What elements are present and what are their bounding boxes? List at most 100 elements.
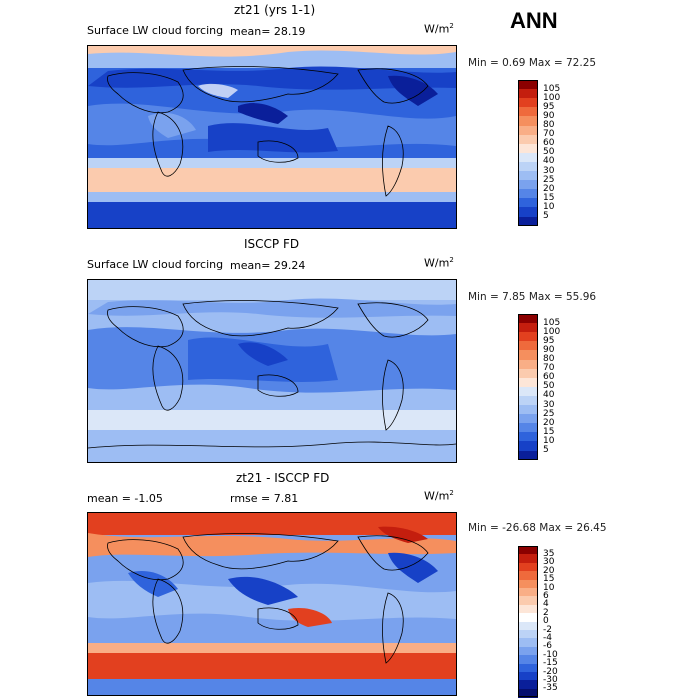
panel-3-mean: mean = -1.05 — [87, 492, 163, 505]
colorbar-tick-label: 15 — [543, 426, 555, 437]
colorbar-cell — [518, 680, 538, 690]
colorbar-cell — [518, 638, 538, 648]
panel-2-mean: mean= 29.24 — [230, 259, 306, 272]
colorbar-tick-label: 40 — [543, 390, 555, 401]
panel-1-minmax: Min = 0.69 Max = 72.25 — [468, 57, 597, 69]
colorbar-tick-label: 10 — [543, 201, 555, 212]
colorbar-tick-label: 5 — [543, 211, 549, 221]
colorbar-tick-label: 50 — [543, 147, 555, 158]
panel-2-map-field — [88, 280, 456, 462]
colorbar-tick-label: 60 — [543, 138, 555, 149]
colorbar-cell — [518, 432, 538, 442]
colorbar-cell — [518, 688, 538, 698]
colorbar-cell — [518, 350, 538, 360]
panel-3-rmse: rmse = 7.81 — [230, 492, 299, 505]
colorbar-cell — [518, 359, 538, 370]
colorbar-tick-label: 80 — [543, 120, 555, 130]
panel-2-map — [87, 279, 457, 463]
colorbar-tick-label: 10 — [543, 582, 555, 593]
colorbar-tick-label: 20 — [543, 183, 555, 194]
panel-2-minmax: Min = 7.85 Max = 55.96 — [468, 291, 597, 303]
colorbar-tick-label: 30 — [543, 165, 555, 176]
colorbar-cell — [518, 423, 538, 433]
season-label: ANN — [510, 8, 558, 33]
colorbar-tick-label: -15 — [543, 658, 558, 669]
colorbar-cell — [518, 323, 538, 333]
colorbar-tick-label: 60 — [543, 372, 555, 383]
colorbar-frame — [518, 546, 538, 698]
colorbar-cell — [518, 143, 538, 154]
colorbar-cell — [518, 672, 538, 681]
colorbar-tick-label: -4 — [543, 632, 552, 643]
colorbar-cell — [518, 441, 538, 451]
colorbar-cell — [518, 554, 538, 564]
colorbar-cell — [518, 604, 538, 614]
colorbar-cell — [518, 80, 538, 90]
colorbar-tick-label: -10 — [543, 649, 558, 660]
colorbar-cell — [518, 579, 538, 589]
panel-1-units: W/m2 — [424, 22, 454, 36]
colorbar-tick-label: 95 — [543, 335, 555, 346]
colorbar-cell — [518, 198, 538, 208]
colorbar-tick-label: -30 — [543, 674, 558, 685]
colorbar-cell — [518, 368, 538, 379]
colorbar-tick-label: 30 — [543, 399, 555, 410]
colorbar-cell — [518, 588, 538, 597]
colorbar-tick-label: 100 — [543, 92, 561, 103]
panel-1-map-field — [88, 46, 456, 228]
colorbar-cell — [518, 207, 538, 217]
colorbar-cell — [518, 152, 538, 163]
panel-1-title: zt21 (yrs 1-1) — [234, 3, 316, 17]
colorbar-cell — [518, 116, 538, 126]
colorbar-cell — [518, 646, 538, 656]
colorbar-cell — [518, 98, 538, 108]
colorbar-tick-label: 80 — [543, 354, 555, 364]
colorbar-tick-label: 100 — [543, 326, 561, 337]
colorbar-tick-label: 50 — [543, 381, 555, 392]
colorbar-tick-label: 20 — [543, 565, 555, 576]
colorbar-tick-label: -35 — [543, 683, 558, 694]
colorbar-cell — [518, 341, 538, 351]
panel-2-title: ISCCP FD — [244, 237, 300, 251]
colorbar-tick-label: -2 — [543, 624, 552, 635]
panel-2-subtitle: Surface LW cloud forcing — [87, 258, 224, 271]
panel-3-minmax: Min = -26.68 Max = 26.45 — [468, 522, 607, 534]
colorbar-cell — [518, 414, 538, 424]
colorbar-tick-label: 0 — [543, 616, 549, 627]
panel-1-mean: mean= 28.19 — [230, 25, 306, 38]
colorbar-tick-label: -6 — [543, 641, 552, 652]
colorbar-cell — [518, 571, 538, 581]
colorbar-tick-label: 70 — [543, 129, 555, 140]
colorbar-tick-label: 95 — [543, 101, 555, 112]
colorbar-frame — [518, 314, 538, 460]
colorbar-cell — [518, 89, 538, 99]
panel-1-subtitle: Surface LW cloud forcing — [87, 24, 224, 37]
colorbar-tick-label: -20 — [543, 666, 558, 677]
colorbar-frame — [518, 80, 538, 226]
colorbar-tick-label: 25 — [543, 174, 555, 185]
colorbar-cell — [518, 216, 538, 227]
panel-3-units: W/m2 — [424, 489, 454, 503]
colorbar-cell — [518, 125, 538, 136]
colorbar-cell — [518, 314, 538, 324]
colorbar-tick-label: 70 — [543, 363, 555, 374]
colorbar-tick-label: 35 — [543, 548, 555, 559]
colorbar-cell — [518, 663, 538, 673]
panel-1-map — [87, 45, 457, 229]
colorbar-tick-label: 90 — [543, 344, 555, 355]
panel-2-units: W/m2 — [424, 256, 454, 270]
colorbar-tick-label: 10 — [543, 435, 555, 446]
colorbar-cell — [518, 171, 538, 181]
panel-3-map-field — [88, 513, 456, 695]
colorbar-tick-label: 6 — [543, 590, 549, 601]
colorbar-cell — [518, 546, 538, 555]
colorbar-cell — [518, 107, 538, 117]
panel-3-title: zt21 - ISCCP FD — [236, 471, 330, 485]
colorbar-cell — [518, 562, 538, 572]
colorbar-cell — [518, 134, 538, 145]
colorbar-cell — [518, 189, 538, 199]
colorbar-cell — [518, 180, 538, 190]
colorbar-tick-label: 40 — [543, 156, 555, 167]
colorbar-cell — [518, 655, 538, 665]
colorbar-tick-label: 105 — [543, 83, 561, 94]
